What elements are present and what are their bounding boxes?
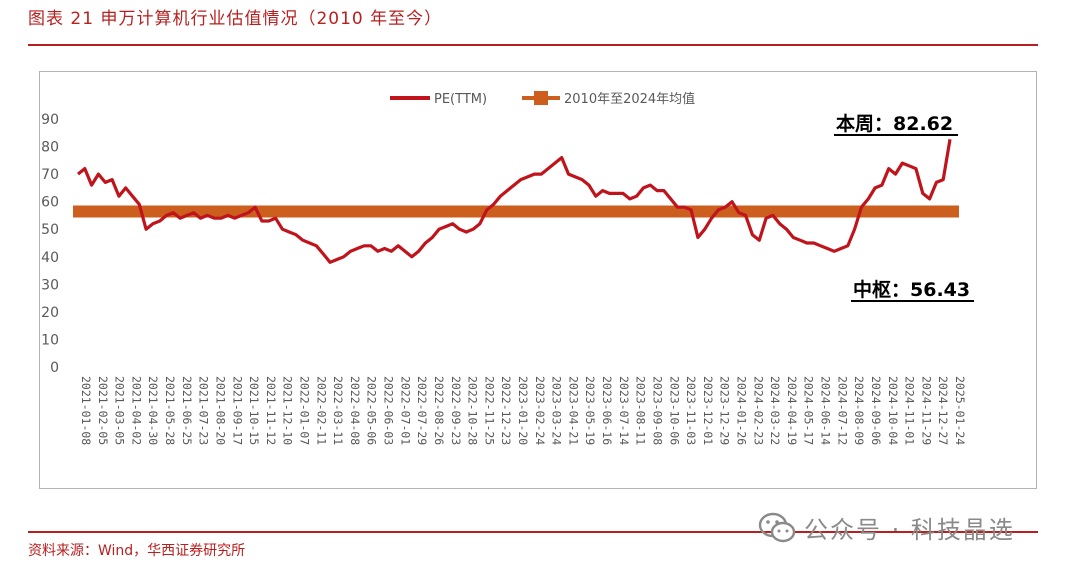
- x-tick-label: 2021-07-23: [197, 376, 211, 445]
- x-tick-label: 2023-06-16: [600, 376, 614, 445]
- x-tick-label: 2023-02-24: [533, 376, 547, 445]
- y-axis: 0 10 20 30 40 50 60 70 80 90: [41, 112, 59, 376]
- y-tick-label: 60: [41, 195, 59, 211]
- x-tick-label: 2021-04-02: [129, 376, 143, 445]
- legend-mean-marker: [534, 91, 548, 105]
- y-tick-label: 20: [41, 305, 59, 321]
- y-tick-label: 90: [41, 112, 59, 128]
- x-tick-label: 2023-12-01: [701, 376, 715, 445]
- x-tick-label: 2024-01-26: [735, 376, 749, 445]
- x-tick-label: 2021-06-25: [180, 376, 194, 445]
- x-tick-label: 2021-11-12: [264, 376, 278, 445]
- x-tick-label: 2023-11-03: [684, 376, 698, 445]
- x-tick-label: 2023-04-21: [566, 376, 580, 445]
- x-tick-label: 2023-12-29: [718, 376, 732, 445]
- x-tick-label: 2022-07-29: [415, 376, 429, 445]
- x-tick-label: 2022-08-26: [432, 376, 446, 445]
- x-tick-label: 2022-05-06: [365, 376, 379, 445]
- watermark-text: 公众号 · 科技晶选: [804, 516, 1015, 544]
- x-tick-label: 2022-02-11: [314, 376, 328, 445]
- x-tick-label: 2025-01-24: [953, 376, 967, 445]
- x-tick-label: 2021-08-20: [213, 376, 227, 445]
- x-tick-label: 2021-05-28: [163, 376, 177, 445]
- x-tick-label: 2024-02-23: [751, 376, 765, 445]
- annotation-mean: 中枢：56.43: [851, 278, 974, 302]
- y-tick-label: 40: [41, 250, 59, 266]
- x-tick-label: 2022-12-23: [499, 376, 513, 445]
- x-axis: 2021-01-08 2021-02-05 2021-03-05 2021-04-02…: [79, 376, 967, 445]
- legend-pe-label: PE(TTM): [434, 92, 487, 107]
- x-tick-label: 2021-03-05: [113, 376, 127, 445]
- x-tick-label: 2024-11-29: [919, 376, 933, 445]
- x-tick-label: 2024-09-06: [869, 376, 883, 445]
- x-tick-label: 2022-09-23: [449, 376, 463, 445]
- x-tick-label: 2021-09-17: [230, 376, 244, 445]
- x-tick-label: 2023-09-08: [650, 376, 664, 445]
- x-tick-label: 2023-03-24: [550, 376, 564, 445]
- y-tick-label: 10: [41, 332, 59, 348]
- x-tick-label: 2024-11-01: [903, 376, 917, 445]
- wechat-icon: [758, 512, 796, 542]
- x-tick-label: 2021-10-15: [247, 376, 261, 445]
- x-tick-label: 2023-05-19: [583, 376, 597, 445]
- x-tick-label: 2024-08-09: [852, 376, 866, 445]
- x-tick-label: 2022-03-11: [331, 376, 345, 445]
- source-rule: [28, 531, 1038, 533]
- legend-mean-label: 2010年至2024年均值: [564, 91, 695, 107]
- y-tick-label: 80: [41, 140, 59, 156]
- x-tick-label: 2024-04-19: [785, 376, 799, 445]
- source-note: 资料来源：Wind，华西证券研究所: [28, 543, 246, 559]
- x-tick-label: 2022-04-08: [348, 376, 362, 445]
- x-tick-label: 2024-05-17: [802, 376, 816, 445]
- annotation-current: 本周：82.62: [834, 112, 958, 136]
- title-rule: [28, 44, 1038, 46]
- x-tick-label: 2023-07-14: [617, 376, 631, 445]
- x-tick-label: 2022-10-28: [466, 376, 480, 445]
- watermark: 公众号 · 科技晶选: [758, 510, 1015, 545]
- x-tick-label: 2023-10-06: [667, 376, 681, 445]
- y-tick-label: 30: [41, 277, 59, 293]
- figure-title: 图表 21 申万计算机行业估值情况（2010 年至今）: [28, 9, 443, 29]
- x-tick-label: 2023-08-11: [634, 376, 648, 445]
- x-tick-label: 2022-11-25: [482, 376, 496, 445]
- x-tick-label: 2021-04-30: [146, 376, 160, 445]
- x-tick-label: 2022-07-01: [398, 376, 412, 445]
- y-tick-label: 0: [50, 360, 59, 376]
- chart-frame: [39, 71, 1037, 489]
- pe-series-line: [76, 139, 952, 264]
- x-tick-label: 2023-01-20: [516, 376, 530, 445]
- current-value-label: 本周：82.62: [836, 112, 953, 135]
- mean-value-label: 中枢：56.43: [853, 278, 970, 301]
- x-tick-label: 2022-06-03: [382, 376, 396, 445]
- x-tick-label: 2021-02-05: [96, 376, 110, 445]
- legend: PE(TTM) 2010年至2024年均值: [390, 91, 695, 107]
- x-tick-label: 2024-10-04: [886, 376, 900, 445]
- x-tick-label: 2024-06-14: [819, 376, 833, 445]
- x-tick-label: 2024-07-12: [835, 376, 849, 445]
- x-tick-label: 2024-03-22: [768, 376, 782, 445]
- x-tick-label: 2024-12-27: [936, 376, 950, 445]
- x-tick-label: 2022-01-07: [298, 376, 312, 445]
- y-tick-label: 70: [41, 167, 59, 183]
- y-tick-label: 50: [41, 222, 59, 238]
- x-tick-label: 2021-12-10: [281, 376, 295, 445]
- x-tick-label: 2021-01-08: [79, 376, 93, 445]
